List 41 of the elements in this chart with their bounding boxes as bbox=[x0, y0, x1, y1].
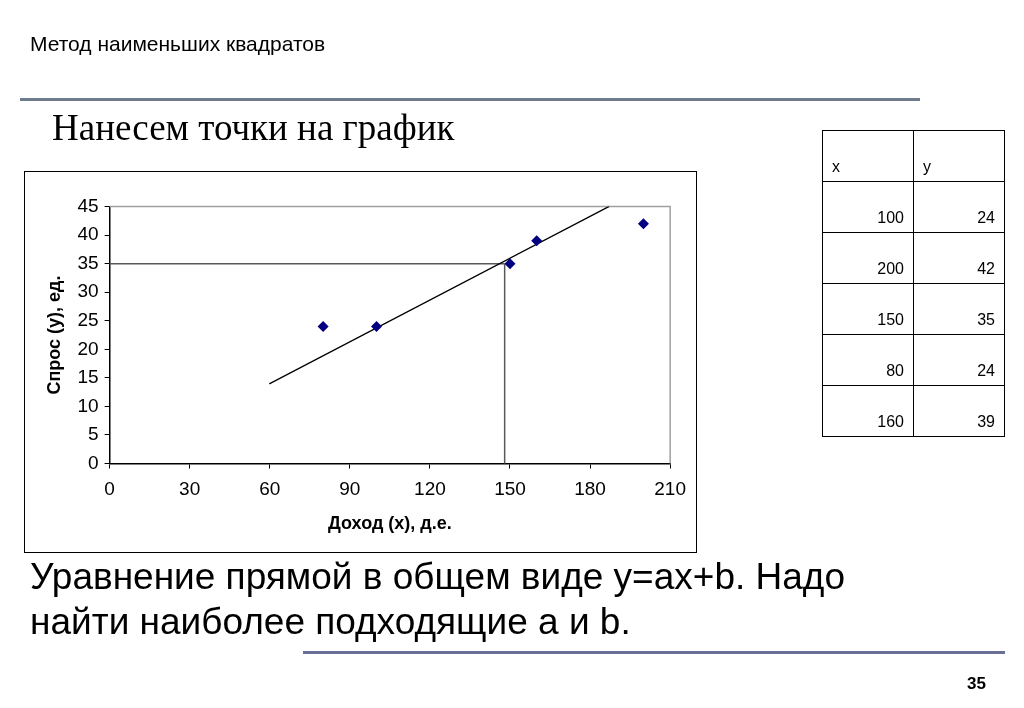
text: x bbox=[822, 130, 914, 182]
y-tick-label: 45 bbox=[76, 194, 99, 216]
category-label: 80 bbox=[822, 334, 914, 386]
x-tick-label: 120 bbox=[413, 477, 446, 499]
x-tick-label: 180 bbox=[573, 477, 606, 499]
text: y bbox=[913, 130, 1005, 182]
point bbox=[530, 234, 542, 246]
data-label: 35 bbox=[913, 283, 1005, 335]
y-tick-label: 20 bbox=[76, 337, 99, 359]
y-tick-label: 10 bbox=[76, 394, 99, 416]
point bbox=[317, 320, 329, 332]
x-tick-label: 150 bbox=[493, 477, 526, 499]
category-label: 150 bbox=[822, 283, 914, 335]
y-tick-label: 30 bbox=[76, 279, 99, 301]
x-tick-label: 30 bbox=[178, 477, 200, 499]
y-tick-label: 35 bbox=[76, 251, 99, 273]
point bbox=[503, 257, 515, 269]
text: Метод наименьших квадратов bbox=[30, 32, 326, 56]
y-tick-label: 25 bbox=[76, 308, 99, 330]
chart-title: Нанесем точки на график bbox=[52, 106, 455, 149]
x-tick-label: 90 bbox=[338, 477, 360, 499]
y-tick-label: 15 bbox=[76, 365, 99, 387]
y-tick-label: 0 bbox=[87, 451, 99, 473]
point bbox=[370, 320, 382, 332]
category-label: 100 bbox=[822, 181, 914, 233]
x-axis-title: Доход (x), д.е. bbox=[327, 512, 452, 533]
data-label: 39 bbox=[913, 385, 1005, 437]
x-tick-label: 0 bbox=[103, 477, 115, 499]
y-tick-label: 40 bbox=[76, 222, 99, 244]
y-tick-label: 5 bbox=[87, 422, 99, 444]
data-label: 42 bbox=[913, 232, 1005, 284]
text: Уравнение прямой в общем виде y=ax+b. Надо найти наиболее подходящие a и b. bbox=[30, 555, 846, 644]
y-axis-title: Спрос (y), ед. bbox=[43, 275, 64, 395]
category-label: 160 bbox=[822, 385, 914, 437]
category-label: 200 bbox=[822, 232, 914, 284]
data-label: 24 bbox=[913, 181, 1005, 233]
x-tick-label: 210 bbox=[653, 477, 686, 499]
x-tick-label: 60 bbox=[258, 477, 280, 499]
point bbox=[637, 217, 649, 229]
data-label: 24 bbox=[913, 334, 1005, 386]
text: 35 bbox=[967, 674, 986, 694]
